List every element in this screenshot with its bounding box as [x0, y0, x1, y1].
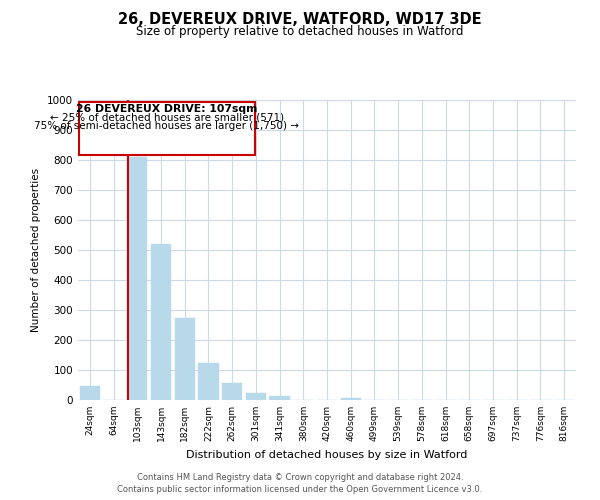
FancyBboxPatch shape — [79, 102, 254, 154]
X-axis label: Distribution of detached houses by size in Watford: Distribution of detached houses by size … — [187, 450, 467, 460]
Bar — [127, 157, 148, 400]
Text: ← 25% of detached houses are smaller (571): ← 25% of detached houses are smaller (57… — [50, 112, 284, 122]
Text: 26, DEVEREUX DRIVE, WATFORD, WD17 3DE: 26, DEVEREUX DRIVE, WATFORD, WD17 3DE — [118, 12, 482, 28]
Bar — [246, 394, 266, 400]
Bar — [151, 244, 171, 400]
Bar — [80, 386, 100, 400]
Text: Contains HM Land Registry data © Crown copyright and database right 2024.: Contains HM Land Registry data © Crown c… — [137, 472, 463, 482]
Bar — [199, 362, 218, 400]
Y-axis label: Number of detached properties: Number of detached properties — [31, 168, 41, 332]
Text: Contains public sector information licensed under the Open Government Licence v3: Contains public sector information licen… — [118, 485, 482, 494]
Text: 75% of semi-detached houses are larger (1,750) →: 75% of semi-detached houses are larger (… — [34, 121, 299, 131]
Bar — [222, 383, 242, 400]
Bar — [175, 318, 195, 400]
Text: Size of property relative to detached houses in Watford: Size of property relative to detached ho… — [136, 25, 464, 38]
Bar — [341, 398, 361, 400]
Bar — [269, 396, 290, 400]
Text: 26 DEVEREUX DRIVE: 107sqm: 26 DEVEREUX DRIVE: 107sqm — [76, 104, 257, 115]
